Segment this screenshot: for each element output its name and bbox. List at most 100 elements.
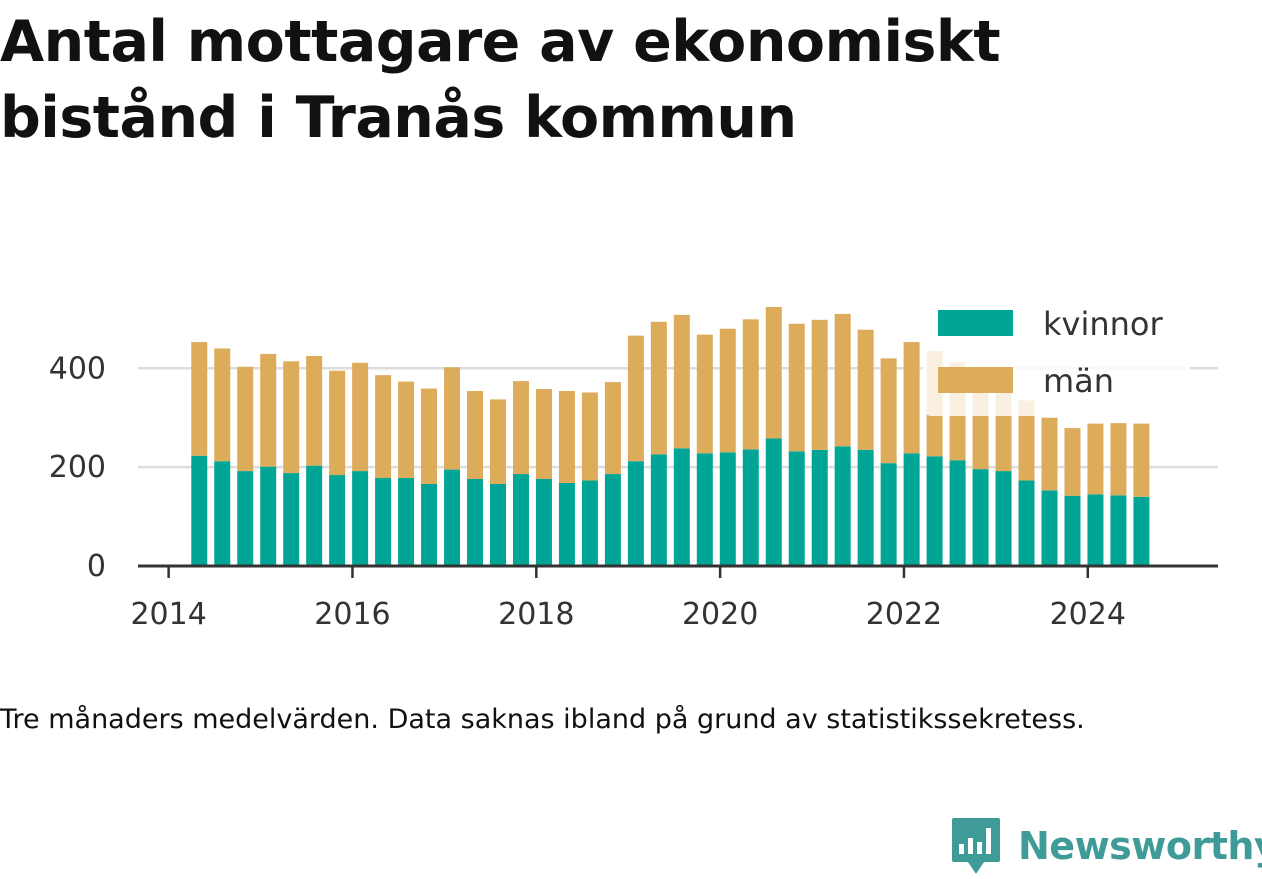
bar-man	[191, 342, 208, 456]
bar-kvinnor	[1110, 495, 1127, 566]
bar-man	[237, 366, 254, 472]
bar-kvinnor	[260, 466, 277, 566]
series-man	[191, 306, 1150, 497]
bar-kvinnor	[926, 456, 943, 566]
bar-kvinnor	[742, 449, 759, 566]
bar-kvinnor	[283, 473, 300, 566]
bar-man	[329, 370, 346, 476]
newsworthy-chart-icon	[952, 818, 1000, 874]
x-tick-label: 2024	[1050, 597, 1126, 632]
bar-kvinnor	[811, 449, 828, 566]
bar-kvinnor	[237, 471, 254, 566]
bar-man	[1018, 400, 1035, 481]
bar-kvinnor	[949, 460, 966, 566]
bar-man	[581, 392, 598, 481]
bar-man	[490, 399, 506, 484]
bar-man	[834, 313, 851, 447]
legend: kvinnor män	[922, 298, 1190, 416]
bar-man	[1133, 423, 1150, 497]
bar-man	[903, 342, 920, 454]
legend-swatch-man	[938, 367, 1013, 393]
x-axis-ticks: 2014 2016 2018 2020 2022 2024	[130, 566, 1126, 632]
y-tick-label: 200	[49, 450, 106, 485]
bar-man	[283, 361, 300, 474]
bar-man	[627, 335, 644, 462]
brand-name: Newsworthy	[1018, 824, 1262, 868]
series-kvinnor	[191, 438, 1150, 566]
bar-man	[535, 389, 552, 479]
legend-swatch-kvinnor	[938, 310, 1013, 336]
bar-kvinnor	[1041, 490, 1058, 566]
bar-kvinnor	[535, 478, 552, 566]
bar-kvinnor	[834, 446, 851, 566]
bar-kvinnor	[903, 453, 920, 566]
bar-kvinnor	[995, 471, 1012, 566]
bar-kvinnor	[191, 455, 208, 566]
bar-man	[421, 388, 438, 484]
bar-kvinnor	[1018, 480, 1035, 566]
stacked-bar-chart: 0 200 400 2014 2016 2018 2020 2022 2024 kvinnor…	[49, 298, 1218, 632]
bar-man	[788, 323, 805, 452]
bar-kvinnor	[765, 438, 782, 566]
bar-man	[512, 381, 529, 475]
bar-man	[880, 358, 897, 464]
bar-kvinnor	[788, 451, 805, 566]
bar-kvinnor	[1087, 494, 1104, 566]
bar-kvinnor	[604, 474, 621, 566]
bar-kvinnor	[306, 465, 323, 566]
bar-man	[719, 328, 736, 453]
legend-label-kvinnor: kvinnor	[1043, 305, 1164, 343]
x-tick-label: 2022	[866, 597, 942, 632]
bar-man	[558, 391, 575, 483]
x-tick-label: 2020	[682, 597, 758, 632]
y-tick-label: 0	[87, 549, 106, 584]
bar-kvinnor	[880, 463, 897, 566]
bar-kvinnor	[972, 469, 989, 566]
bar-kvinnor	[490, 483, 506, 566]
bar-kvinnor	[375, 478, 392, 566]
bar-man	[444, 367, 461, 470]
y-tick-label: 400	[49, 351, 106, 386]
bar-kvinnor	[581, 480, 598, 566]
bar-man	[696, 334, 713, 454]
footnote: Tre månaders medelvärden. Data saknas ib…	[0, 704, 1085, 735]
bar-man	[214, 348, 231, 462]
bar-kvinnor	[512, 474, 529, 566]
bar-kvinnor	[352, 471, 369, 566]
bar-kvinnor	[444, 469, 461, 566]
legend-label-man: män	[1043, 362, 1114, 400]
x-tick-label: 2018	[498, 597, 574, 632]
bar-man	[1064, 428, 1081, 496]
bar-kvinnor	[214, 461, 231, 566]
x-tick-label: 2014	[130, 597, 206, 632]
bar-man	[742, 319, 759, 450]
bar-kvinnor	[1064, 495, 1081, 566]
bar-kvinnor	[673, 448, 690, 566]
bar-man	[467, 391, 484, 479]
bar-man	[260, 353, 277, 467]
bar-man	[1110, 423, 1127, 496]
bar-man	[604, 382, 621, 475]
newsworthy-logo: Newsworthy	[950, 816, 1262, 876]
bar-kvinnor	[1133, 496, 1150, 566]
bar-man	[375, 375, 392, 479]
x-tick-label: 2016	[314, 597, 390, 632]
bar-man	[1041, 417, 1058, 491]
bar-kvinnor	[558, 482, 575, 566]
bar-man	[306, 355, 323, 466]
bar-man	[1087, 423, 1104, 495]
bar-kvinnor	[857, 449, 874, 566]
bar-man	[857, 329, 874, 450]
bar-kvinnor	[398, 478, 415, 566]
bar-kvinnor	[719, 452, 736, 566]
bar-man	[398, 381, 415, 479]
bar-kvinnor	[329, 475, 346, 566]
bar-kvinnor	[627, 461, 644, 566]
y-axis-ticks: 0 200 400	[49, 351, 106, 584]
bar-man	[673, 314, 690, 449]
bar-kvinnor	[650, 454, 667, 566]
bar-kvinnor	[467, 478, 484, 566]
bar-man	[352, 362, 369, 472]
bar-kvinnor	[696, 453, 713, 566]
bar-kvinnor	[421, 483, 438, 566]
